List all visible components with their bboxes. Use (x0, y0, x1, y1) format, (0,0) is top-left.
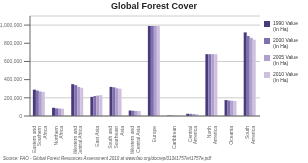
svg-text:200,000: 200,000 (8, 95, 22, 101)
svg-text:CentralAmerica: CentralAmerica (187, 126, 199, 145)
svg-text:Western andCentral Asia: Western andCentral Asia (129, 126, 141, 154)
svg-text:SouthAmerica: SouthAmerica (244, 126, 256, 145)
svg-text:600,000: 600,000 (8, 58, 22, 64)
html-text:2000 Value (In Ha): 2000 Value (In Ha) (273, 37, 298, 49)
html-text:2005 Value (In Ha): 2005 Value (In Ha) (273, 54, 298, 66)
svg-text:South andSoutheastAsia: South andSoutheastAsia (107, 125, 124, 148)
svg-text:400,000: 400,000 (8, 76, 22, 82)
svg-text:800,000: 800,000 (8, 40, 22, 46)
html-text:Source: FAO - Global Forest Re: Source: FAO - Global Forest Resources As… (3, 156, 212, 161)
svg-text:Caribbean: Caribbean (171, 126, 177, 149)
svg-text:Europe: Europe (151, 126, 157, 142)
html-text:Global Forest Cover: Global Forest Cover (111, 1, 197, 11)
html-text:2010 Value (In Ha): 2010 Value (In Ha) (273, 71, 298, 83)
svg-text:Oceania: Oceania (228, 126, 234, 145)
svg-text:Western andCentral Africa: Western andCentral Africa (72, 126, 84, 154)
svg-text:East Asia: East Asia (94, 126, 100, 147)
html-text:1990 Value (In Ha): 1990 Value (In Ha) (273, 20, 298, 32)
svg-text:1,000,000: 1,000,000 (8, 22, 22, 28)
svg-text:NorthAmerica: NorthAmerica (206, 126, 218, 145)
svg-text:0: 0 (19, 113, 22, 119)
svg-text:NorthernAfrica: NorthernAfrica (53, 126, 65, 146)
svg-text:Eastern andSouthernAfrica: Eastern andSouthernAfrica (31, 126, 48, 153)
